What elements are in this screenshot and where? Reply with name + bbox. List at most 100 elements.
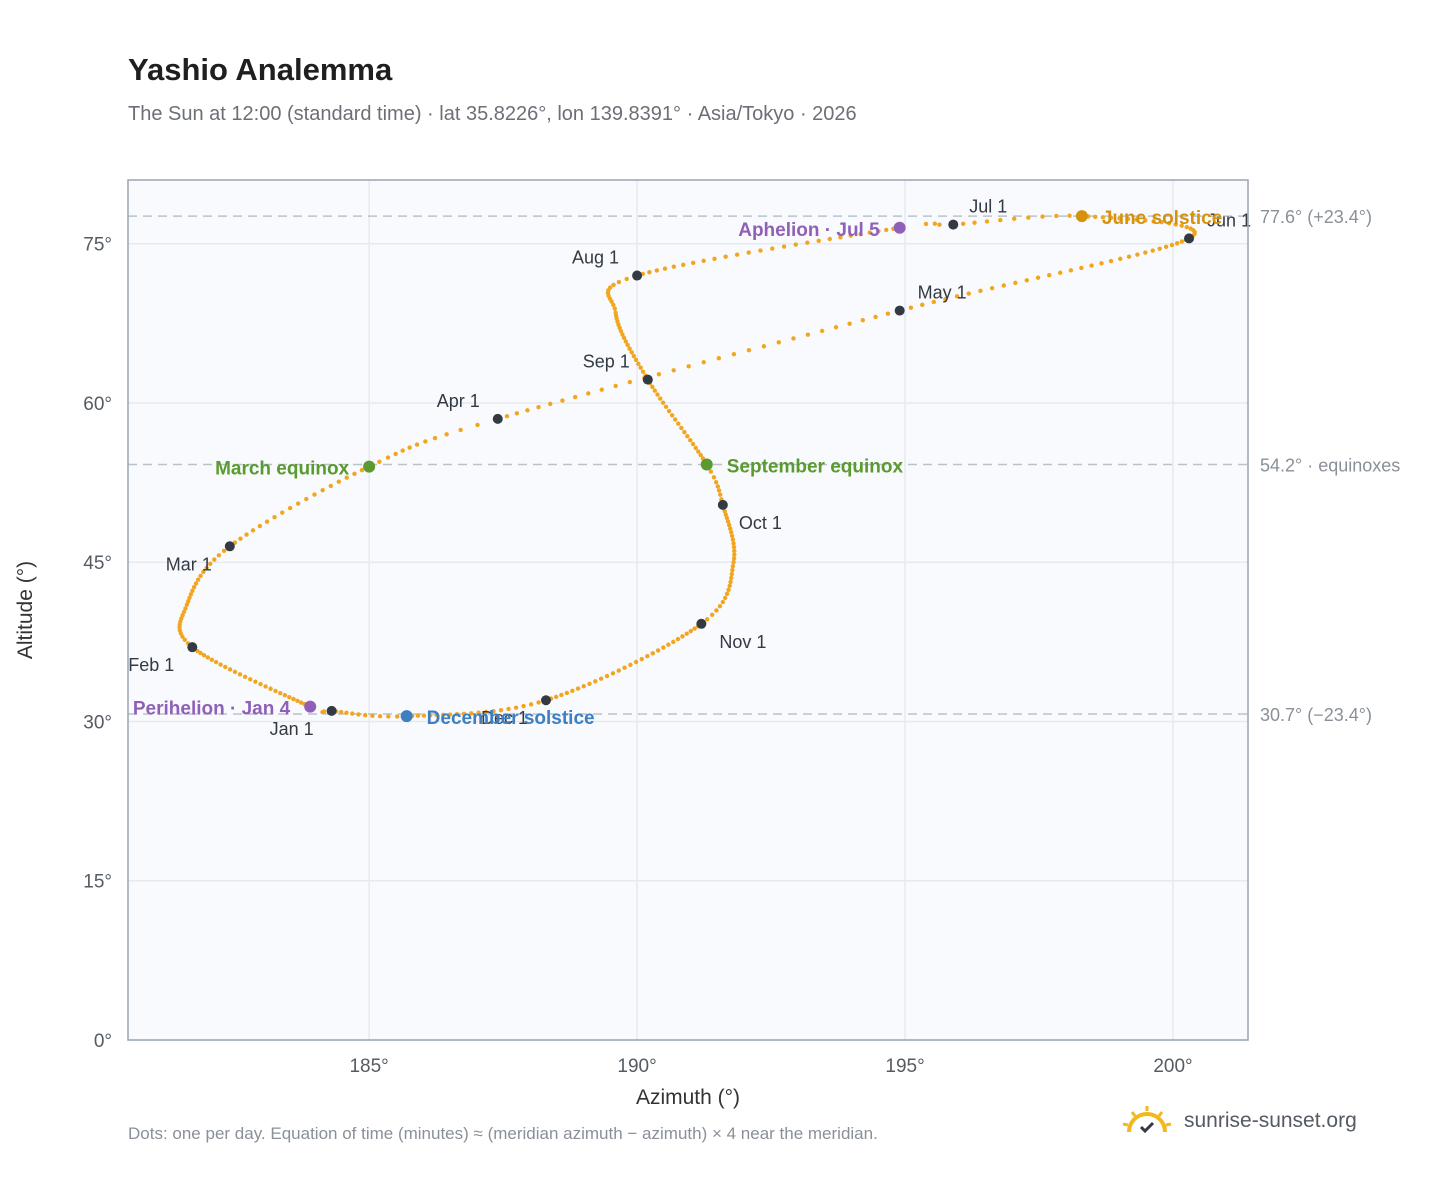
- daily-dot: [1125, 216, 1131, 222]
- daily-dot: [536, 405, 541, 410]
- daily-dot: [989, 285, 995, 291]
- daily-dot: [1184, 224, 1189, 230]
- daily-dot: [427, 713, 433, 718]
- daily-dot: [201, 569, 206, 575]
- daily-dot: [673, 417, 678, 422]
- daily-dot: [610, 671, 616, 676]
- daily-dot: [1057, 270, 1063, 275]
- daily-dot: [469, 711, 474, 716]
- daily-dot: [867, 230, 872, 235]
- daily-dot: [937, 222, 942, 227]
- reference-lines: 77.6° (+23.4°) 54.2° · equinoxes 30.7° (−2…: [128, 207, 1400, 725]
- daily-dot: [908, 305, 914, 310]
- daily-dot: [666, 408, 672, 414]
- daily-dot: [1143, 218, 1148, 223]
- daily-dot: [514, 411, 520, 416]
- daily-dot: [645, 654, 650, 659]
- month-label: Jan 1: [270, 719, 314, 739]
- daily-dot: [268, 686, 273, 691]
- month-label: Sep 1: [583, 352, 630, 372]
- event-marker: [304, 700, 317, 713]
- daily-dot: [1173, 222, 1178, 227]
- x-tick-label: 190°: [617, 1056, 656, 1077]
- daily-dot: [618, 328, 624, 334]
- reference-label: 30.7° (−23.4°): [1260, 705, 1372, 725]
- daily-dot: [728, 526, 733, 531]
- daily-dot: [731, 544, 737, 550]
- daily-dot: [295, 698, 300, 704]
- daily-dot: [781, 244, 787, 249]
- daily-dot: [444, 432, 449, 437]
- month-marker: [642, 374, 653, 385]
- daily-dot: [793, 242, 798, 247]
- daily-dot: [725, 519, 731, 524]
- daily-dot: [652, 388, 658, 393]
- daily-dot: [257, 523, 263, 529]
- daily-dot: [441, 712, 446, 718]
- daily-dot: [847, 321, 852, 326]
- daily-dot: [709, 612, 715, 618]
- month-marker: [540, 695, 551, 706]
- daily-dot: [423, 439, 428, 444]
- daily-dot: [654, 268, 660, 273]
- daily-dot: [536, 700, 541, 705]
- daily-dot: [730, 563, 736, 569]
- daily-dot: [195, 577, 201, 582]
- daily-dot: [1012, 216, 1017, 221]
- daily-dot: [698, 452, 703, 458]
- daily-dot: [407, 445, 412, 450]
- daily-dot: [560, 398, 565, 403]
- daily-dot: [627, 346, 632, 351]
- month-marker: [696, 618, 707, 629]
- daily-dot: [1150, 248, 1155, 253]
- daily-dot: [685, 433, 690, 439]
- daily-dot: [1174, 241, 1180, 246]
- daily-dot: [688, 437, 693, 443]
- reference-label: 77.6° (+23.4°): [1260, 207, 1372, 227]
- daily-dot: [273, 688, 278, 694]
- month-label: Jul 1: [969, 197, 1007, 217]
- daily-dot: [242, 674, 248, 680]
- daily-dot: [693, 445, 698, 451]
- daily-dot: [984, 219, 990, 224]
- daily-dot: [287, 695, 292, 700]
- brand[interactable]: sunrise-sunset.org: [1120, 1104, 1357, 1138]
- month-marker: [224, 541, 235, 552]
- daily-dot: [1047, 273, 1052, 278]
- daily-dot: [328, 483, 333, 489]
- daily-dot: [627, 379, 633, 385]
- daily-dot: [724, 515, 730, 521]
- daily-dot: [458, 427, 463, 433]
- daily-dot: [943, 296, 948, 302]
- x-tick-label: 185°: [349, 1056, 388, 1077]
- brand-name[interactable]: sunrise-sunset.org: [1184, 1109, 1357, 1132]
- y-tick-label: 45°: [83, 553, 112, 574]
- daily-dot: [263, 684, 268, 689]
- daily-dot: [205, 655, 211, 660]
- daily-dot: [613, 383, 618, 389]
- daily-dot: [640, 369, 646, 374]
- daily-dot: [344, 710, 349, 716]
- daily-dot: [669, 413, 675, 418]
- daily-dot: [193, 581, 199, 586]
- daily-dot: [713, 479, 719, 485]
- daily-dot: [291, 696, 296, 702]
- daily-dot: [730, 537, 736, 542]
- daily-dot: [287, 505, 293, 511]
- daily-dot: [686, 364, 691, 369]
- y-tick-label: 15°: [83, 872, 112, 893]
- daily-dot: [691, 260, 696, 266]
- daily-dot: [359, 467, 365, 473]
- daily-dot: [730, 567, 735, 573]
- daily-dot: [726, 587, 731, 593]
- month-marker: [492, 413, 503, 424]
- daily-dot: [671, 639, 676, 645]
- daily-dot: [244, 532, 249, 537]
- daily-dot: [692, 626, 697, 631]
- daily-dot: [650, 384, 655, 390]
- daily-dot: [616, 279, 622, 285]
- daily-dot: [833, 325, 839, 330]
- daily-dot: [483, 709, 489, 715]
- daily-dot: [553, 694, 559, 700]
- daily-dot: [660, 400, 666, 405]
